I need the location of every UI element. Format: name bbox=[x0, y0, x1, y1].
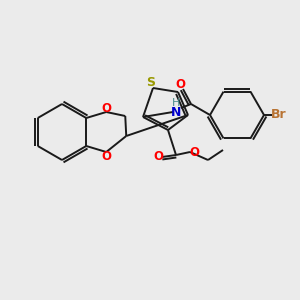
Text: O: O bbox=[175, 77, 185, 91]
Text: O: O bbox=[101, 101, 111, 115]
Text: Br: Br bbox=[271, 109, 287, 122]
Text: O: O bbox=[153, 151, 163, 164]
Text: N: N bbox=[171, 106, 181, 118]
Text: O: O bbox=[189, 146, 199, 160]
Text: H: H bbox=[172, 98, 180, 108]
Text: S: S bbox=[146, 76, 155, 89]
Text: O: O bbox=[101, 151, 111, 164]
